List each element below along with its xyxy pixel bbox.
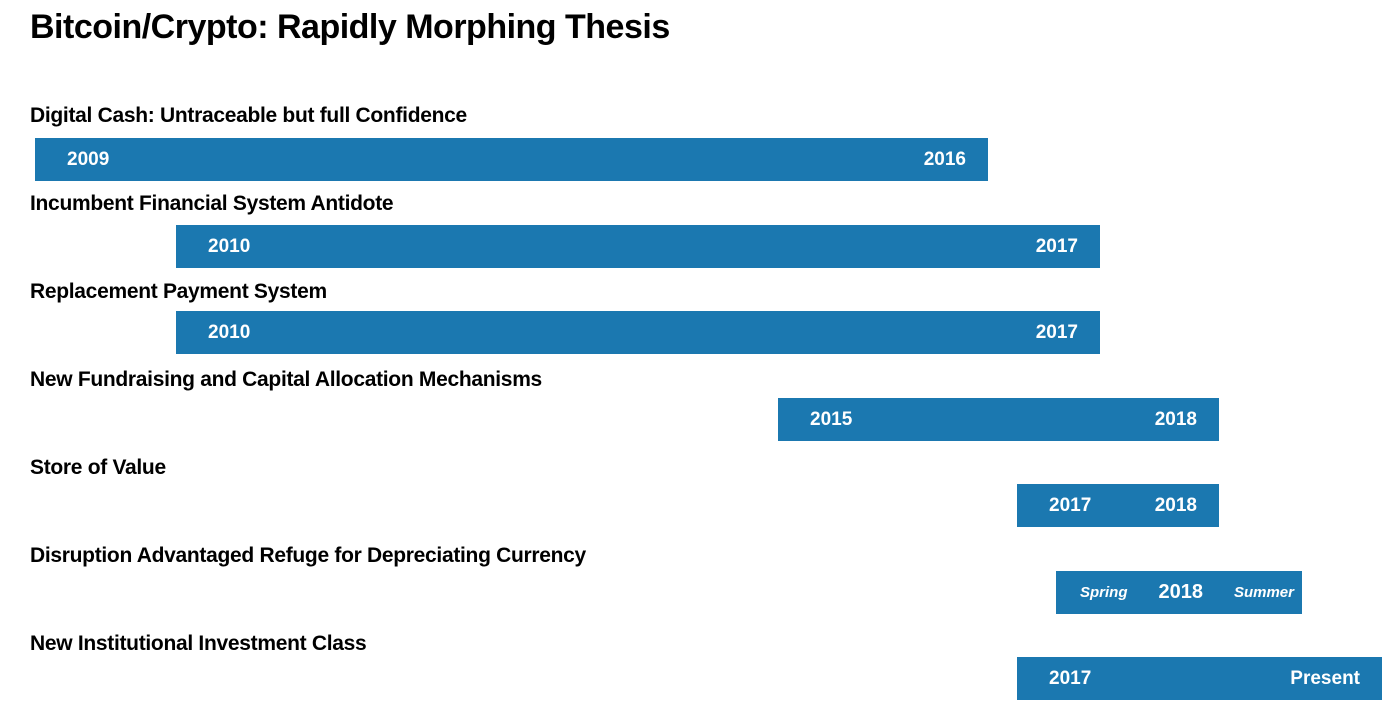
bar-end-label: Present	[1290, 667, 1360, 689]
timeline-bar: 2017 Present	[1017, 657, 1382, 700]
thesis-row-heading: Store of Value	[30, 456, 166, 479]
bar-end-label: 2018	[1154, 408, 1197, 430]
chart-title: Bitcoin/Crypto: Rapidly Morphing Thesis	[30, 8, 670, 46]
bar-end-label: Summer	[1233, 584, 1294, 601]
bar-start-label: 2010	[208, 235, 251, 257]
bar-start-label: 2017	[1049, 494, 1092, 516]
thesis-row-heading: Digital Cash: Untraceable but full Confi…	[30, 104, 467, 127]
bar-end-label: 2017	[1035, 321, 1078, 343]
timeline-bar: 2015 2018	[778, 398, 1219, 441]
thesis-row-heading: Replacement Payment System	[30, 280, 327, 303]
bar-end-label: 2018	[1154, 494, 1197, 516]
bar-end-label: 2017	[1035, 235, 1078, 257]
thesis-row-heading: New Institutional Investment Class	[30, 632, 367, 655]
thesis-row-heading: Disruption Advantaged Refuge for Depreci…	[30, 544, 586, 567]
timeline-bar: 2010 2017	[176, 311, 1100, 354]
bar-start-label: Spring	[1080, 584, 1128, 601]
timeline-bar: 2010 2017	[176, 225, 1100, 268]
bar-start-label: 2015	[810, 408, 853, 430]
bar-start-label: 2009	[67, 148, 110, 170]
bar-mid-label: 2018	[1158, 581, 1203, 603]
timeline-bar: 2017 2018	[1017, 484, 1219, 527]
bar-end-label: 2016	[923, 148, 966, 170]
timeline-bar: 2009 2016	[35, 138, 988, 181]
bar-start-label: 2017	[1049, 667, 1092, 689]
thesis-row-heading: Incumbent Financial System Antidote	[30, 192, 394, 215]
thesis-row-heading: New Fundraising and Capital Allocation M…	[30, 368, 542, 391]
bar-start-label: 2010	[208, 321, 251, 343]
timeline-bar: Spring 2018 Summer	[1056, 571, 1302, 614]
